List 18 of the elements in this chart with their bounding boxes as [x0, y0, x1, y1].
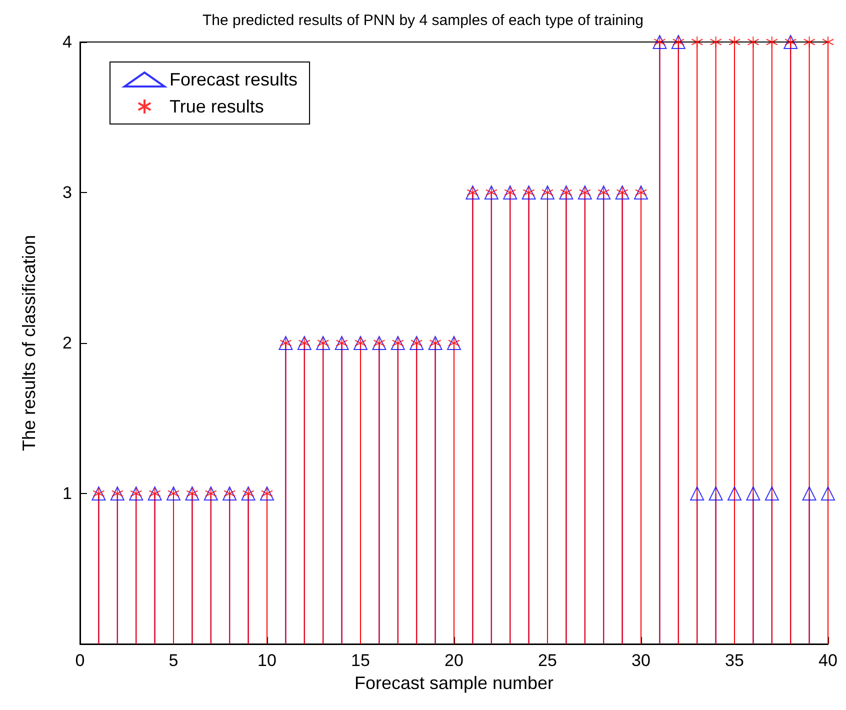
- x-tick-label: 5: [168, 651, 178, 670]
- chart-title: The predicted results of PNN by 4 samples of each type of training: [202, 12, 644, 29]
- y-tick-label: 1: [62, 484, 72, 503]
- y-axis-title: The results of classification: [19, 234, 39, 452]
- legend-label: True results: [170, 96, 264, 116]
- y-tick-label: 3: [62, 183, 72, 202]
- x-axis-title: Forecast sample number: [354, 673, 554, 693]
- y-tick-label: 2: [62, 334, 72, 352]
- x-tick-label: 20: [444, 651, 464, 670]
- x-tick-label: 25: [538, 651, 557, 670]
- x-tick-label: 10: [258, 651, 276, 670]
- x-tick-label: 35: [725, 651, 744, 670]
- y-tick-label: 4: [62, 32, 72, 52]
- x-tick-label: 30: [632, 651, 650, 670]
- legend-label: Forecast results: [170, 70, 298, 90]
- x-tick-label: 40: [818, 651, 838, 670]
- x-tick-label: 0: [75, 651, 85, 670]
- x-tick-label: 15: [351, 651, 370, 670]
